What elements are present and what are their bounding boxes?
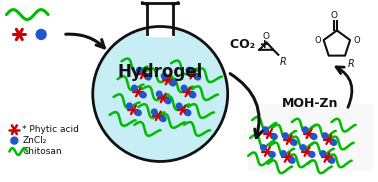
- Circle shape: [136, 67, 142, 73]
- Circle shape: [136, 110, 141, 116]
- Circle shape: [190, 92, 196, 98]
- Circle shape: [181, 85, 187, 91]
- Circle shape: [311, 134, 317, 139]
- Circle shape: [141, 92, 146, 98]
- Text: Chitosan: Chitosan: [22, 147, 62, 156]
- Text: R: R: [348, 59, 355, 69]
- Text: Hydrogel: Hydrogel: [118, 63, 203, 81]
- Text: O: O: [353, 35, 360, 45]
- Text: CO₂ +: CO₂ +: [230, 38, 270, 51]
- Circle shape: [156, 91, 162, 97]
- Bar: [147, 25, 173, 36]
- Circle shape: [93, 27, 228, 161]
- Circle shape: [322, 133, 328, 139]
- Circle shape: [36, 29, 46, 39]
- Text: O: O: [330, 11, 338, 19]
- Bar: [248, 104, 373, 171]
- Circle shape: [127, 103, 132, 109]
- Circle shape: [170, 80, 176, 86]
- Circle shape: [291, 140, 297, 145]
- Circle shape: [146, 74, 151, 80]
- Text: * Phytic acid: * Phytic acid: [22, 125, 79, 134]
- Text: O: O: [314, 35, 321, 45]
- Circle shape: [302, 127, 308, 132]
- Circle shape: [261, 145, 266, 150]
- Circle shape: [263, 127, 268, 132]
- Circle shape: [329, 158, 335, 163]
- Circle shape: [271, 134, 277, 139]
- Circle shape: [132, 85, 137, 91]
- Bar: [147, 3, 173, 34]
- Text: O: O: [263, 32, 270, 41]
- Circle shape: [331, 140, 337, 145]
- Circle shape: [282, 133, 288, 139]
- Circle shape: [320, 151, 326, 156]
- Circle shape: [166, 98, 171, 104]
- Text: MOH-Zn: MOH-Zn: [282, 97, 338, 110]
- Circle shape: [176, 103, 182, 109]
- Text: ZnCl₂: ZnCl₂: [22, 136, 46, 145]
- Circle shape: [161, 73, 167, 79]
- Circle shape: [11, 137, 18, 144]
- Circle shape: [195, 74, 201, 80]
- Text: R: R: [279, 57, 286, 67]
- Bar: [147, 32, 173, 36]
- Circle shape: [186, 67, 192, 73]
- Circle shape: [160, 116, 166, 122]
- Circle shape: [185, 110, 191, 116]
- Circle shape: [270, 152, 275, 157]
- Circle shape: [309, 152, 315, 157]
- Circle shape: [290, 158, 295, 163]
- Circle shape: [301, 145, 306, 150]
- Circle shape: [152, 109, 157, 115]
- Circle shape: [280, 151, 286, 156]
